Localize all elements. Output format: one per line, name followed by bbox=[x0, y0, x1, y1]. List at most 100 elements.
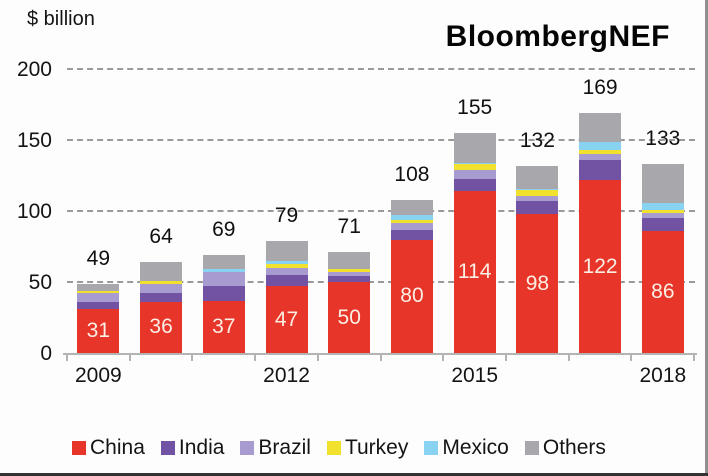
bar-china-value-label: 86 bbox=[651, 280, 675, 304]
bar-total-label: 132 bbox=[519, 128, 555, 152]
x-axis-tick bbox=[254, 353, 257, 361]
gridline-200 bbox=[67, 68, 695, 71]
china-legend-swatch-icon bbox=[72, 441, 86, 455]
bar-segment-brazil-2010 bbox=[140, 283, 183, 294]
legend-label: Brazil bbox=[258, 436, 311, 459]
y-axis-tick-label: 200 bbox=[16, 58, 52, 82]
legend-label: China bbox=[90, 436, 145, 459]
bar-total-label: 64 bbox=[149, 225, 173, 249]
bar-segment-brazil-2011 bbox=[202, 272, 245, 287]
screenshot-bottom-border bbox=[0, 473, 708, 476]
bar-segment-india-2012 bbox=[265, 275, 308, 287]
bar-segment-others-2013 bbox=[328, 252, 371, 270]
bar-total-label: 49 bbox=[86, 246, 111, 270]
bar-segment-india-2013 bbox=[328, 276, 371, 283]
bar-segment-china-2014 bbox=[390, 239, 433, 353]
x-axis-tick bbox=[379, 353, 382, 361]
bar-segment-turkey-2018 bbox=[641, 209, 684, 213]
x-axis-year-label: 2018 bbox=[639, 364, 687, 387]
bar-segment-china-2010 bbox=[140, 301, 183, 353]
x-axis-tick bbox=[191, 353, 194, 361]
bar-segment-turkey-2015 bbox=[453, 164, 496, 171]
x-axis-tick bbox=[442, 353, 445, 361]
bar-segment-china-2012 bbox=[265, 286, 308, 353]
bar-segment-china-2011 bbox=[202, 300, 245, 353]
x-axis-tick bbox=[128, 353, 131, 361]
bar-segment-turkey-2016 bbox=[516, 189, 559, 196]
bar-segment-others-2012 bbox=[265, 240, 308, 261]
bar-segment-brazil-2018 bbox=[641, 212, 684, 219]
bar-segment-china-2013 bbox=[328, 282, 371, 353]
bar-segment-india-2014 bbox=[390, 229, 433, 240]
bar-segment-mexico-2017 bbox=[579, 141, 622, 151]
bar-china-value-label: 36 bbox=[149, 315, 173, 339]
bar-total-label: 155 bbox=[457, 96, 493, 120]
legend-label: Mexico bbox=[442, 436, 509, 459]
bar-segment-mexico-2011 bbox=[202, 269, 245, 273]
bar-china-value-label: 37 bbox=[212, 314, 236, 338]
bar-total-label: 79 bbox=[274, 203, 299, 227]
bar-segment-others-2011 bbox=[202, 255, 245, 270]
bar-china-value-label: 31 bbox=[86, 319, 111, 343]
x-axis-tick bbox=[316, 353, 319, 361]
legend-label: India bbox=[178, 436, 225, 459]
x-axis-year-label: 2009 bbox=[75, 364, 122, 387]
brand-title: BloombergNEF bbox=[445, 20, 670, 53]
bar-china-value-label: 122 bbox=[582, 254, 618, 278]
bar-segment-china-2016 bbox=[516, 214, 559, 353]
bar-segment-brazil-2017 bbox=[579, 154, 622, 161]
legend: China India Brazil Turkey Mexico Others bbox=[72, 436, 622, 460]
bar-segment-mexico-2015 bbox=[453, 162, 496, 165]
x-axis-tick bbox=[505, 353, 508, 361]
india-legend-swatch-icon bbox=[160, 441, 175, 455]
bar-segment-china-2015 bbox=[453, 191, 496, 353]
x-axis-tick bbox=[630, 353, 633, 361]
bar-segment-brazil-2015 bbox=[453, 170, 496, 179]
bar-total-label: 69 bbox=[212, 218, 236, 242]
bar-segment-others-2014 bbox=[390, 199, 433, 216]
x-axis-year-label: 2015 bbox=[451, 364, 499, 387]
bar-segment-india-2009 bbox=[77, 301, 120, 310]
bar-segment-brazil-2016 bbox=[516, 195, 559, 202]
screenshot-right-border bbox=[705, 0, 708, 476]
bar-segment-mexico-2018 bbox=[641, 202, 684, 210]
legend-label: Turkey bbox=[344, 436, 409, 459]
legend-item-mexico: Mexico bbox=[424, 436, 509, 460]
gridline-150 bbox=[67, 139, 695, 142]
gridline-50 bbox=[67, 281, 695, 284]
turkey-legend-swatch-icon bbox=[326, 441, 341, 455]
y-axis-tick-label: 0 bbox=[40, 342, 52, 365]
bar-china-value-label: 47 bbox=[274, 307, 299, 331]
bar-segment-india-2015 bbox=[453, 178, 496, 192]
bar-total-label: 169 bbox=[582, 76, 618, 100]
bar-segment-mexico-2012 bbox=[265, 260, 308, 264]
bar-segment-others-2010 bbox=[140, 262, 183, 281]
bar-segment-others-2009 bbox=[77, 283, 120, 291]
bar-segment-brazil-2014 bbox=[390, 222, 433, 230]
legend-item-turkey: Turkey bbox=[326, 436, 409, 460]
bar-total-label: 108 bbox=[394, 162, 430, 186]
bar-segment-turkey-2013 bbox=[328, 269, 371, 273]
bar-segment-brazil-2012 bbox=[265, 267, 308, 275]
bar-segment-turkey-2012 bbox=[265, 263, 308, 268]
brazil-legend-swatch-icon bbox=[240, 441, 255, 455]
mexico-legend-swatch-icon bbox=[424, 441, 439, 455]
bar-segment-others-2016 bbox=[516, 165, 559, 189]
bar-total-label: 133 bbox=[645, 127, 681, 151]
bar-segment-mexico-2014 bbox=[390, 215, 433, 220]
y-axis-tick-label: 150 bbox=[16, 129, 52, 153]
bar-segment-india-2016 bbox=[516, 201, 559, 215]
bar-china-value-label: 114 bbox=[457, 260, 492, 284]
gridline-100 bbox=[67, 210, 695, 213]
bar-total-label: 71 bbox=[337, 215, 361, 239]
x-axis-tick bbox=[567, 353, 570, 361]
bar-segment-others-2015 bbox=[453, 133, 496, 163]
bar-segment-china-2017 bbox=[579, 180, 622, 353]
bar-china-value-label: 80 bbox=[400, 284, 424, 308]
bar-segment-turkey-2009 bbox=[77, 290, 120, 294]
x-axis-tick bbox=[66, 353, 68, 361]
bar-segment-india-2018 bbox=[641, 218, 684, 232]
bar-segment-others-2018 bbox=[641, 164, 684, 203]
bar-china-value-label: 50 bbox=[337, 305, 361, 329]
